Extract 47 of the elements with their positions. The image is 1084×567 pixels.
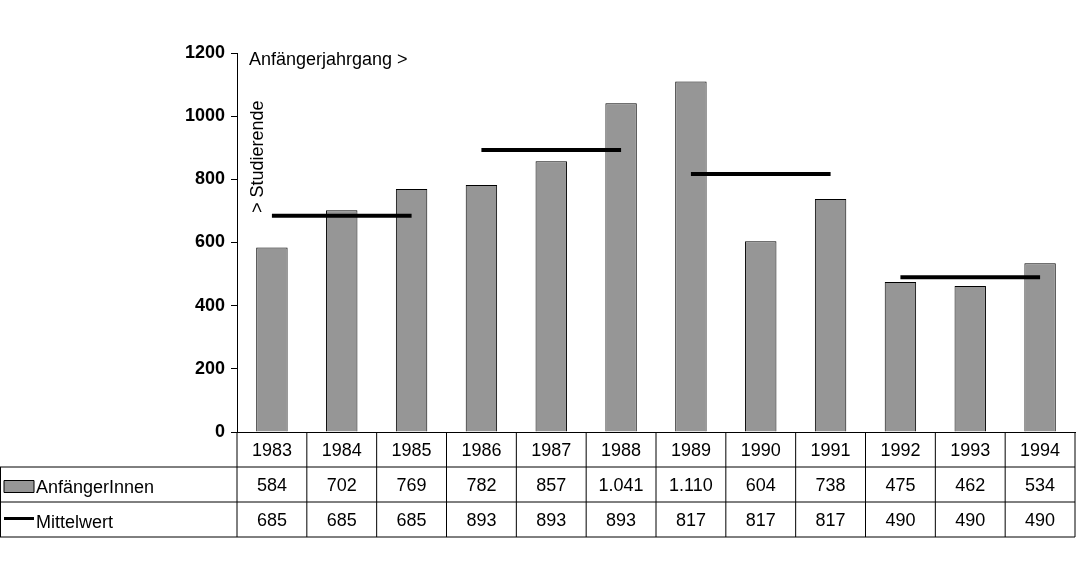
y-tick-label: 400 bbox=[194, 294, 225, 315]
x-tick-label: 1992 bbox=[880, 440, 921, 461]
y-tick-label: 1200 bbox=[184, 41, 225, 62]
x-tick-label: 1989 bbox=[670, 440, 711, 461]
data-label: 1.110 bbox=[669, 475, 713, 496]
data-label: 702 bbox=[326, 475, 357, 496]
y-tick-label: 1000 bbox=[184, 105, 225, 126]
x-tick-label: 1990 bbox=[740, 440, 781, 461]
x-tick-label: 1986 bbox=[461, 440, 502, 461]
y-tick-label: 600 bbox=[194, 231, 225, 252]
data-label: 490 bbox=[885, 510, 916, 531]
data-label: 1.041 bbox=[598, 475, 644, 496]
x-tick-label: 1991 bbox=[810, 440, 851, 461]
data-label: 584 bbox=[256, 475, 287, 496]
x-tick-label: 1985 bbox=[391, 440, 432, 461]
data-label: 685 bbox=[396, 510, 427, 531]
x-tick-label: 1988 bbox=[601, 440, 642, 461]
data-label: 685 bbox=[326, 510, 357, 531]
y-tick-label: 800 bbox=[194, 168, 225, 189]
data-label: 534 bbox=[1025, 475, 1056, 496]
data-label: 857 bbox=[536, 475, 567, 496]
data-label: 893 bbox=[466, 510, 497, 531]
x-tick-label: 1994 bbox=[1020, 440, 1061, 461]
x-tick-label: 1987 bbox=[531, 440, 572, 461]
data-label: 490 bbox=[955, 510, 986, 531]
data-label: 604 bbox=[745, 475, 776, 496]
data-label: 893 bbox=[536, 510, 567, 531]
data-label: 893 bbox=[606, 510, 637, 531]
data-label: 769 bbox=[396, 475, 427, 496]
x-tick-label: 1983 bbox=[251, 440, 292, 461]
legend-label: Mittelwert bbox=[36, 512, 114, 533]
data-label: 782 bbox=[466, 475, 497, 496]
legend-label: AnfängerInnen bbox=[36, 477, 155, 498]
x-tick-label: 1984 bbox=[321, 440, 362, 461]
y-tick-label: 0 bbox=[214, 420, 225, 441]
y-axis-title: > Studierende bbox=[246, 100, 267, 213]
data-label: 685 bbox=[256, 510, 287, 531]
data-label: 817 bbox=[815, 510, 846, 531]
data-label: 738 bbox=[815, 475, 846, 496]
data-label: 817 bbox=[745, 510, 776, 531]
y-tick-label: 200 bbox=[194, 357, 225, 378]
x-tick-label: 1993 bbox=[950, 440, 991, 461]
data-label: 475 bbox=[885, 475, 916, 496]
data-label: 817 bbox=[675, 510, 706, 531]
data-label: 462 bbox=[955, 475, 986, 496]
data-label: 490 bbox=[1025, 510, 1056, 531]
x-axis-title: Anfängerjahrgang > bbox=[249, 48, 408, 69]
